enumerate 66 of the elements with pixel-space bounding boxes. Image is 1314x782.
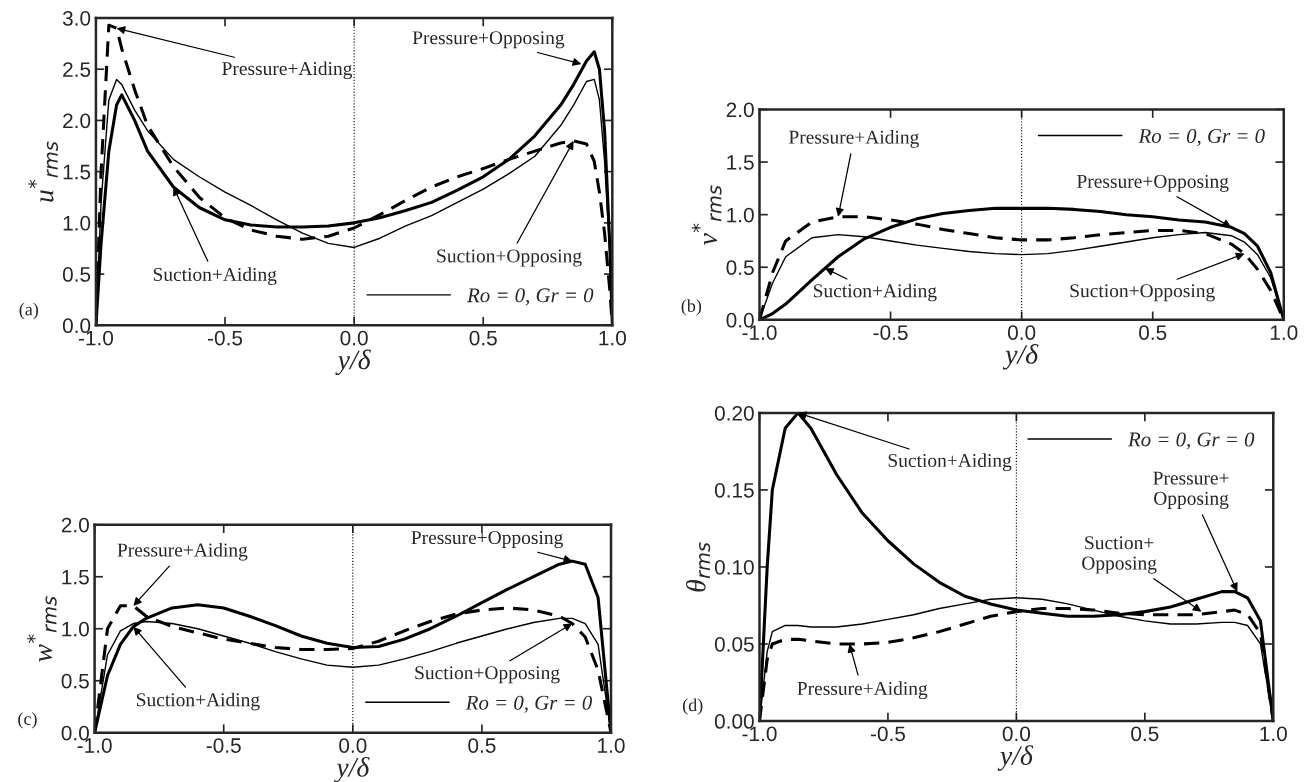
legend-label: Ro = 0, Gr = 0 [1127,432,1255,450]
x-tick-label: -0.5 [873,325,908,340]
x-axis-title: y/δ [997,745,1034,771]
x-tick-label: 1.0 [599,330,626,346]
annotation: Suction+Aiding [136,692,260,711]
annotation: Suction+Aiding [813,283,937,302]
annotation: Pressure+Aiding [797,681,928,700]
y-tick-label: 2.0 [726,102,754,118]
y-tick-label: 0.5 [61,673,89,689]
y-tick-label: 0.15 [714,482,754,498]
y-tick-label: 2.0 [63,113,91,129]
y-tick-label: 1.5 [727,155,754,170]
x-tick-label: 0.0 [339,738,367,753]
annotation: Pressure+Opposing [1077,174,1229,192]
y-tick-label: 2.5 [63,62,91,77]
y-tick-label: 0.20 [714,405,754,421]
text: (b) [681,299,702,316]
annotation: Suction+Opposing [1070,284,1215,302]
x-tick-label: 0.0 [340,330,368,346]
x-tick-label: 0.5 [1131,726,1159,742]
annotation: Pressure+Aiding [788,130,919,148]
x-tick-label: 0.5 [469,330,497,346]
annotation: Pressure+Opposing [411,531,563,549]
annotation: Suction+ Opposing [1082,536,1157,574]
y-tick-label: 0.5 [62,267,91,282]
y-tick-label: 0.5 [726,260,754,275]
y-tick-label: 0.05 [714,636,754,652]
x-axis-title: y/δ [335,349,371,375]
y-tick-label: 0.10 [714,559,754,575]
text: (c) [18,712,37,729]
annotation: Suction+Aiding [153,267,277,285]
y-tick-label: 1.0 [63,215,91,231]
x-tick-label: 0.5 [1139,325,1167,340]
annotation: Pressure+ Opposing [1153,471,1229,509]
x-tick-label: 1.0 [1260,726,1287,742]
x-tick-label: 0.0 [1002,726,1031,742]
annotation: Pressure+Opposing [412,31,565,49]
annotation: Pressure+Aiding [222,61,353,80]
annotation: Pressure+Aiding [117,542,248,561]
x-tick-label: 0.5 [468,738,496,753]
y-axis-title: θ$_{rms}$ [685,542,711,592]
x-tick-label: -0.5 [870,726,906,742]
y-axis-title: v$^{*}$$_{rms}$ [691,185,722,245]
y-tick-label: 1.0 [727,207,754,223]
y-tick-label: 1.5 [63,164,91,180]
x-tick-label: -0.5 [206,738,241,753]
y-tick-label: 2.0 [61,517,89,533]
text: (d) [682,698,703,715]
x-axis-title: y/δ [334,757,370,782]
annotation: Suction+Opposing [437,249,582,267]
x-tick-label: 1.0 [1270,325,1298,340]
y-tick-label: 1.5 [62,569,89,585]
annotation: Suction+Aiding [888,453,1012,472]
y-axis-title: w$^{*}$$_{rms}$ [26,596,57,662]
legend-label: Ro = 0, Gr = 0 [466,288,594,306]
x-axis-title: y/δ [1002,344,1039,370]
annotation: Suction+Opposing [415,666,560,684]
y-tick-label: 3.0 [62,10,91,26]
text: (a) [19,302,39,320]
x-tick-label: 0.0 [1007,325,1036,340]
y-axis-title: u$^{*}$$_{rms}$ [28,141,59,202]
legend-label: Ro = 0, Gr = 0 [1138,128,1265,147]
x-tick-label: -0.5 [208,330,243,346]
x-tick-label: 1.0 [598,738,625,753]
legend-label: Ro = 0, Gr = 0 [465,695,592,713]
y-tick-label: 1.0 [62,621,89,637]
